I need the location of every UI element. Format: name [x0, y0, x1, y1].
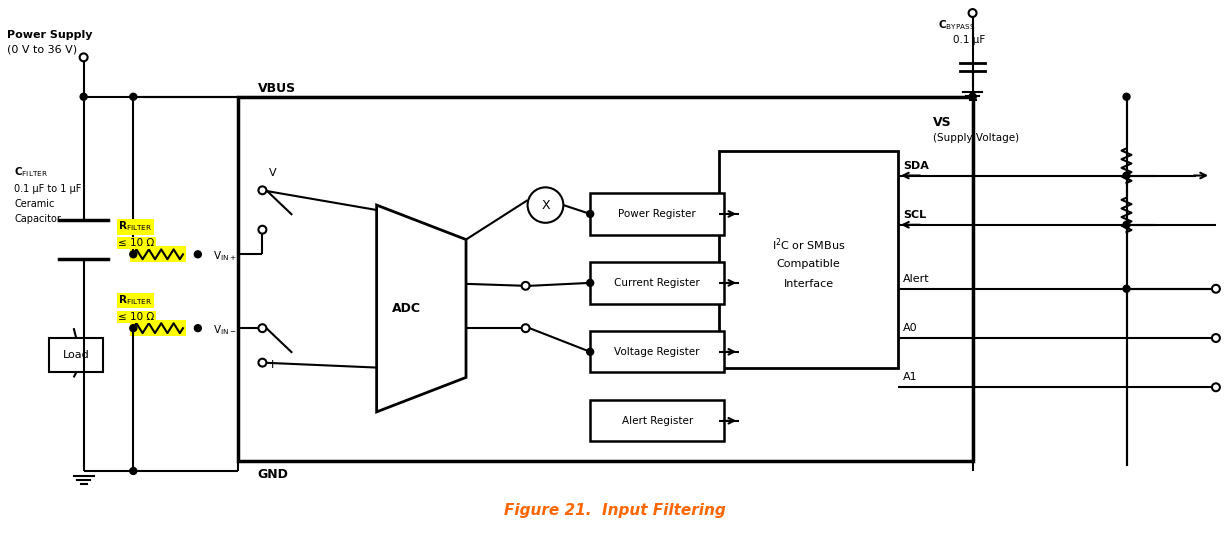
Circle shape [130, 251, 137, 258]
FancyBboxPatch shape [720, 151, 898, 368]
Circle shape [258, 226, 267, 234]
Circle shape [587, 279, 594, 287]
Text: Alert Register: Alert Register [621, 416, 692, 425]
Text: Ceramic: Ceramic [14, 199, 54, 209]
Circle shape [1212, 334, 1220, 342]
Circle shape [1123, 93, 1130, 100]
Circle shape [522, 282, 530, 290]
Circle shape [130, 93, 137, 100]
Text: A0: A0 [903, 323, 918, 333]
Circle shape [1123, 172, 1130, 179]
Text: ≤ 10 Ω: ≤ 10 Ω [118, 312, 155, 322]
Text: Alert: Alert [903, 274, 930, 284]
Circle shape [258, 186, 267, 194]
Text: R$_{\rm FILTER}$: R$_{\rm FILTER}$ [118, 220, 153, 233]
Text: V$_{\rm IN+}$: V$_{\rm IN+}$ [213, 249, 236, 263]
Text: Interface: Interface [784, 279, 834, 289]
Text: C$_{\rm FILTER}$: C$_{\rm FILTER}$ [14, 166, 48, 180]
Text: Figure 21.  Input Filtering: Figure 21. Input Filtering [504, 503, 726, 518]
Text: Power Register: Power Register [619, 209, 696, 219]
FancyBboxPatch shape [590, 262, 724, 304]
Circle shape [1212, 383, 1220, 391]
Circle shape [1212, 285, 1220, 293]
Text: I$^2$C or SMBus: I$^2$C or SMBus [772, 236, 845, 253]
Circle shape [130, 468, 137, 474]
Circle shape [968, 9, 977, 17]
Text: 0.1 μF: 0.1 μF [953, 35, 985, 44]
Text: VBUS: VBUS [257, 82, 295, 95]
Circle shape [522, 324, 530, 332]
Text: R$_{\rm FILTER}$: R$_{\rm FILTER}$ [118, 294, 153, 307]
Circle shape [258, 358, 267, 367]
Circle shape [130, 324, 137, 332]
Text: 0.1 μF to 1 μF: 0.1 μF to 1 μF [14, 184, 81, 194]
Circle shape [587, 349, 594, 355]
Circle shape [194, 324, 202, 332]
Text: (0 V to 36 V): (0 V to 36 V) [7, 44, 77, 54]
Text: I: I [271, 360, 274, 369]
Text: X: X [541, 199, 550, 211]
Text: Voltage Register: Voltage Register [615, 347, 700, 357]
Text: Capacitor: Capacitor [14, 214, 62, 224]
Text: ≤ 10 Ω: ≤ 10 Ω [118, 238, 155, 249]
FancyBboxPatch shape [130, 247, 186, 262]
FancyBboxPatch shape [590, 331, 724, 372]
FancyBboxPatch shape [237, 97, 973, 461]
Circle shape [587, 210, 594, 217]
Text: (Supply Voltage): (Supply Voltage) [932, 133, 1018, 143]
Text: GND: GND [257, 468, 288, 481]
Text: Power Supply: Power Supply [7, 30, 92, 40]
Text: SCL: SCL [903, 210, 926, 220]
Text: A1: A1 [903, 372, 918, 382]
Circle shape [1123, 285, 1130, 292]
Text: C$_{\rm BYPASS}$: C$_{\rm BYPASS}$ [937, 18, 975, 32]
FancyBboxPatch shape [130, 320, 186, 336]
FancyBboxPatch shape [590, 400, 724, 441]
Text: V: V [268, 167, 277, 177]
Circle shape [194, 251, 202, 258]
Circle shape [969, 93, 977, 100]
Circle shape [80, 53, 87, 61]
Circle shape [1123, 221, 1130, 228]
Text: ADC: ADC [392, 302, 421, 315]
Circle shape [80, 93, 87, 100]
Circle shape [258, 324, 267, 332]
Text: SDA: SDA [903, 161, 929, 171]
Text: Current Register: Current Register [614, 278, 700, 288]
Text: Load: Load [63, 350, 90, 360]
FancyBboxPatch shape [49, 338, 103, 372]
FancyBboxPatch shape [590, 193, 724, 234]
Text: Compatible: Compatible [777, 259, 840, 269]
Circle shape [969, 93, 977, 100]
Text: VS: VS [932, 116, 952, 129]
Text: V$_{\rm IN-}$: V$_{\rm IN-}$ [213, 323, 236, 337]
